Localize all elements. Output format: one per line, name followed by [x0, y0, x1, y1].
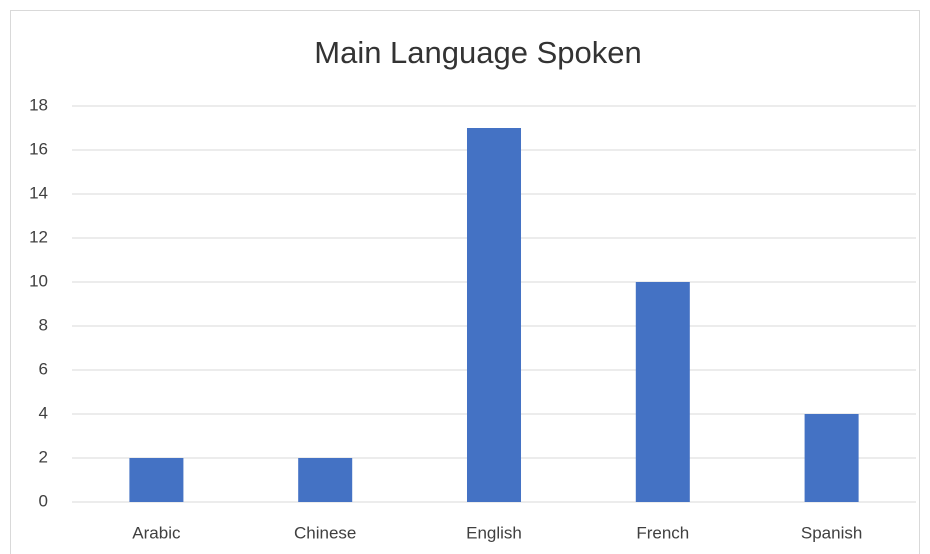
y-tick-label: 14 — [29, 183, 48, 202]
bar — [129, 458, 184, 502]
bar — [635, 282, 690, 502]
bar — [466, 128, 522, 502]
bar — [804, 414, 859, 502]
x-tick-label: Spanish — [801, 523, 862, 542]
bar — [298, 458, 353, 502]
x-tick-label: French — [636, 523, 689, 542]
y-tick-label: 6 — [39, 359, 48, 378]
y-tick-label: 12 — [29, 227, 48, 246]
y-tick-label: 16 — [29, 139, 48, 158]
x-tick-label: Arabic — [132, 523, 181, 542]
y-tick-label: 4 — [39, 403, 48, 422]
y-tick-label: 0 — [39, 491, 48, 510]
y-tick-label: 2 — [39, 447, 48, 466]
chart-title: Main Language Spoken — [314, 35, 641, 70]
x-tick-label: Chinese — [294, 523, 356, 542]
x-tick-label: English — [466, 523, 522, 542]
y-tick-label: 18 — [29, 95, 48, 114]
y-tick-label: 10 — [29, 271, 48, 290]
y-tick-label: 8 — [39, 315, 48, 334]
